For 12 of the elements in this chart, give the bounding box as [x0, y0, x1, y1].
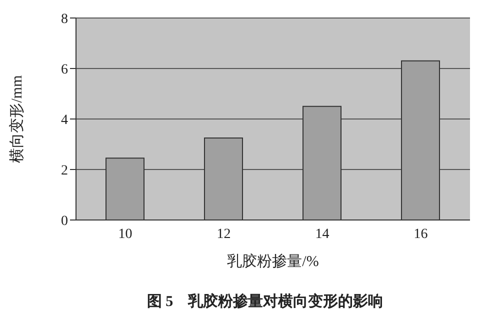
x-tick-label: 12: [216, 226, 231, 242]
y-tick-label: 4: [61, 112, 68, 128]
y-tick-label: 2: [61, 163, 68, 178]
x-tick-label: 10: [118, 226, 132, 242]
y-tick-label: 6: [61, 62, 68, 78]
y-tick-label: 8: [61, 12, 68, 27]
text: 图 5 乳胶粉掺量对横向变形的影响: [146, 292, 384, 311]
x-tick-label: 14: [315, 226, 330, 242]
y-axis-title: 横向变形/mm: [8, 74, 26, 163]
x-tick-label: 16: [414, 226, 428, 242]
x-axis-title: 乳胶粉掺量/%: [227, 253, 319, 270]
y-tick-label: 0: [61, 214, 68, 229]
